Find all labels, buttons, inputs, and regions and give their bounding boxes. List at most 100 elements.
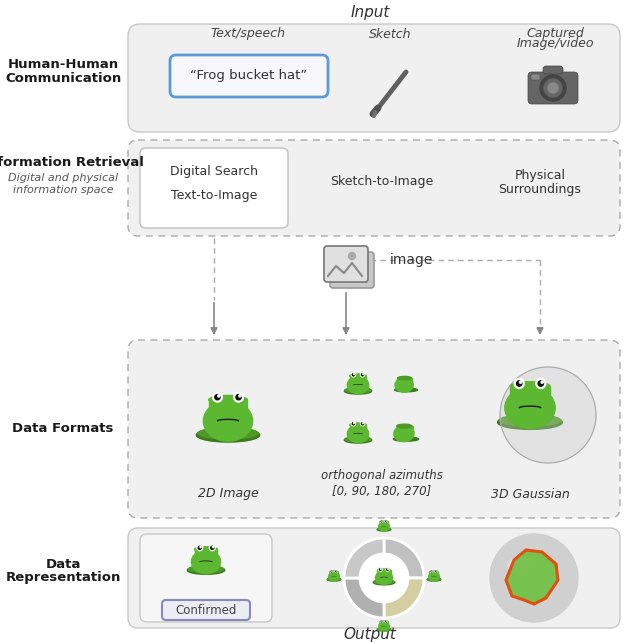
Ellipse shape [373,580,395,585]
Ellipse shape [430,571,438,573]
Circle shape [381,621,382,622]
Circle shape [386,521,387,522]
Circle shape [331,570,333,573]
Ellipse shape [431,571,433,572]
FancyBboxPatch shape [128,140,620,236]
Text: orthogonal azimuths: orthogonal azimuths [321,469,443,483]
Bar [430,572,438,577]
Ellipse shape [381,521,383,522]
Bar [378,570,390,578]
Ellipse shape [213,394,222,401]
Ellipse shape [335,571,337,572]
Wedge shape [384,578,424,618]
FancyBboxPatch shape [170,55,328,97]
Ellipse shape [380,521,388,523]
Text: Information Retrieval: Information Retrieval [0,155,143,168]
Circle shape [198,546,202,550]
Ellipse shape [508,557,536,575]
Text: Digital Search: Digital Search [170,166,258,178]
Text: Output: Output [344,627,396,641]
Circle shape [381,620,383,622]
Text: Communication: Communication [5,71,121,85]
FancyBboxPatch shape [140,534,272,622]
Ellipse shape [381,621,383,622]
Bar [380,522,388,527]
Ellipse shape [204,401,253,441]
Circle shape [515,379,524,388]
Ellipse shape [428,578,440,580]
Circle shape [386,568,389,571]
Ellipse shape [329,572,339,581]
Wedge shape [384,538,424,578]
Ellipse shape [394,437,419,441]
Circle shape [431,571,432,572]
Circle shape [540,75,566,101]
Bar [510,386,550,410]
Ellipse shape [344,437,372,443]
Circle shape [541,381,543,383]
Ellipse shape [351,422,355,425]
Bar [195,550,218,563]
Circle shape [218,395,220,397]
Circle shape [353,422,355,424]
FancyBboxPatch shape [140,148,288,228]
Circle shape [520,381,522,383]
Ellipse shape [234,394,243,401]
Ellipse shape [191,550,221,574]
Ellipse shape [188,566,225,575]
Ellipse shape [345,437,371,442]
Ellipse shape [500,367,596,463]
Ellipse shape [330,571,338,573]
Ellipse shape [395,377,413,392]
Circle shape [215,395,220,400]
FancyBboxPatch shape [324,246,368,282]
Ellipse shape [188,566,224,573]
Polygon shape [506,550,558,604]
FancyBboxPatch shape [528,72,578,104]
Circle shape [544,79,562,97]
Ellipse shape [349,423,366,427]
Text: [0, 90, 180, 270]: [0, 90, 180, 270] [332,485,431,498]
Bar [398,378,412,386]
Circle shape [385,520,387,523]
Circle shape [360,554,408,602]
Ellipse shape [348,376,369,394]
FancyBboxPatch shape [531,74,540,80]
FancyBboxPatch shape [543,66,563,74]
Ellipse shape [427,578,441,581]
Text: Physical: Physical [515,169,566,182]
Ellipse shape [349,374,366,377]
Ellipse shape [328,578,340,580]
Ellipse shape [380,621,388,623]
Ellipse shape [397,424,412,428]
FancyBboxPatch shape [128,340,620,518]
Text: Text/speech: Text/speech [211,28,285,40]
Circle shape [239,395,241,397]
Bar [397,426,413,435]
Circle shape [379,568,382,571]
Circle shape [209,545,215,551]
Wedge shape [344,538,384,578]
Circle shape [197,545,203,551]
Circle shape [360,422,365,426]
Ellipse shape [379,622,389,631]
Text: Image/video: Image/video [516,37,594,51]
Text: Data Formats: Data Formats [12,422,114,435]
Ellipse shape [397,376,412,380]
Ellipse shape [498,415,563,429]
Ellipse shape [196,428,260,442]
Text: Input: Input [350,6,390,21]
Text: Representation: Representation [5,571,121,584]
Text: Text-to-Image: Text-to-Image [171,189,257,202]
Ellipse shape [378,628,390,630]
Circle shape [381,521,382,522]
Ellipse shape [344,388,372,394]
Ellipse shape [376,571,392,584]
Circle shape [349,252,355,259]
Bar [349,376,366,386]
Ellipse shape [385,621,387,622]
Text: information space: information space [13,185,113,195]
Circle shape [363,422,364,424]
Ellipse shape [505,387,556,428]
Circle shape [435,570,437,573]
